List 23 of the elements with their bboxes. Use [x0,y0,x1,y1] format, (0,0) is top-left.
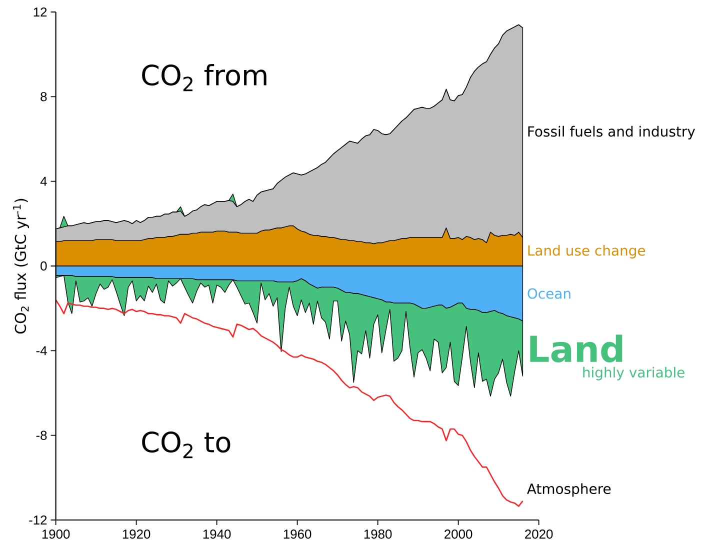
x-tick-label: 1980 [364,530,392,539]
annotation: CO$_{2}$ to [142,432,230,458]
series-label: Ocean [528,288,570,299]
y-tick-label: 8 [40,92,47,102]
y-axis-title: CO$_{2}$ flux (GtC yr$^{-1}$) [13,198,29,334]
y-tick-label: -4 [36,346,47,356]
x-tick-label: 2000 [444,530,472,539]
x-tick-label: 1920 [122,530,150,539]
x-tick-label: 1960 [284,530,312,539]
y-tick-label: 0 [40,261,47,271]
y-tick-label: -8 [36,430,47,440]
x-tick-label: 1940 [203,530,231,539]
text: highly variable [583,366,684,380]
y-tick-label: 12 [34,7,47,17]
series-label: Fossil fuels and industry [528,126,695,140]
x-tick-label: 2020 [525,530,553,539]
series-label: Atmosphere [527,483,611,497]
series-label: Land use change [528,244,646,258]
x-tick-label: 1900 [42,530,70,539]
series-label: Land [530,334,622,362]
y-tick-label: 4 [40,176,47,186]
y-tick-label: -12 [29,515,47,525]
annotation: CO$_{2}$ from [142,64,266,92]
